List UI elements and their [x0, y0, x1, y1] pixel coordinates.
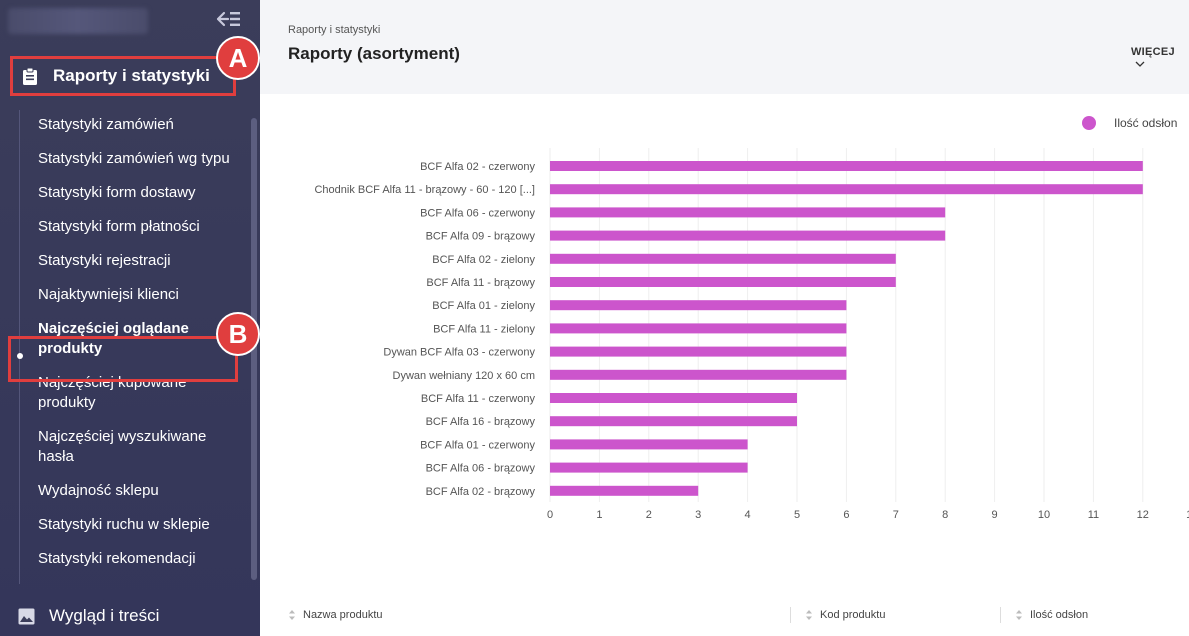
category-label: Dywan BCF Alfa 03 - czerwony — [383, 347, 535, 359]
bar[interactable] — [550, 439, 748, 450]
category-label: BCF Alfa 16 - brązowy — [426, 416, 536, 428]
bar-chart: 012345678910111213BCF Alfa 02 - czerwony… — [314, 148, 1189, 521]
category-label: BCF Alfa 06 - brązowy — [426, 463, 536, 475]
sidebar-item-most-bought-products[interactable]: Najczęściej kupowane produkty — [38, 374, 187, 411]
x-tick-label: 4 — [745, 509, 751, 521]
page-header: Raporty i statystyki Raporty (asortyment… — [260, 0, 1189, 94]
sidebar-item-traffic-stats[interactable]: Statystyki ruchu w sklepie — [38, 516, 210, 533]
column-header-product-name[interactable]: Nazwa produktu — [288, 609, 383, 621]
x-tick-label: 5 — [794, 509, 800, 521]
category-label: BCF Alfa 06 - czerwony — [420, 207, 535, 219]
column-divider — [1000, 607, 1001, 623]
x-tick-label: 12 — [1137, 509, 1149, 521]
column-header-views[interactable]: Ilość odsłon — [1015, 609, 1088, 621]
column-header-label: Nazwa produktu — [303, 609, 383, 621]
sidebar-item-recommendation-stats[interactable]: Statystyki rekomendacji — [38, 550, 196, 567]
sidebar-item-most-active-clients[interactable]: Najaktywniejsi klienci — [38, 286, 179, 303]
collapse-sidebar-icon[interactable] — [216, 8, 242, 30]
sidebar-section-reports[interactable]: Raporty i statystyki — [10, 56, 236, 96]
category-label: BCF Alfa 02 - brązowy — [426, 486, 536, 498]
category-label: BCF Alfa 01 - czerwony — [420, 439, 535, 451]
sidebar-section-appearance-label: Wygląd i treści — [49, 606, 160, 625]
sort-icon — [289, 610, 295, 620]
sidebar-item-most-searched-phrases[interactable]: Najczęściej wyszukiwane hasła — [38, 428, 207, 465]
bar[interactable] — [550, 277, 896, 287]
x-tick-label: 6 — [843, 509, 849, 521]
category-label: BCF Alfa 09 - brązowy — [426, 231, 536, 243]
x-tick-label: 13 — [1186, 509, 1189, 521]
sidebar: Raporty i statystyki Statystyki zamówień… — [0, 0, 260, 636]
category-label: BCF Alfa 02 - czerwony — [420, 161, 535, 173]
report-content: Ilość odsłon 012345678910111213BCF Alfa … — [260, 94, 1189, 636]
category-label: BCF Alfa 11 - czerwony — [421, 393, 536, 405]
sidebar-section-appearance[interactable]: Wygląd i treści — [18, 606, 159, 626]
callout-marker-b: B — [216, 312, 260, 356]
more-button[interactable]: WIĘCEJ — [1131, 46, 1189, 70]
more-button-label: WIĘCEJ — [1131, 46, 1175, 58]
x-tick-label: 2 — [646, 509, 652, 521]
sidebar-item-delivery-stats[interactable]: Statystyki form dostawy — [38, 184, 196, 201]
sort-icon — [806, 610, 812, 620]
nav-guide-line — [19, 110, 20, 584]
column-header-product-code[interactable]: Kod produktu — [805, 609, 885, 621]
sidebar-item-order-stats-by-type[interactable]: Statystyki zamówień wg typu — [38, 150, 230, 167]
x-tick-label: 0 — [547, 509, 553, 521]
bar[interactable] — [550, 393, 797, 403]
bar[interactable] — [550, 230, 946, 241]
bar[interactable] — [550, 184, 1143, 195]
chevron-down-icon — [1135, 61, 1145, 67]
table-header: Nazwa produktu Kod produktu Ilość odsłon — [260, 601, 1189, 631]
column-divider — [790, 607, 791, 623]
page-title: Raporty (asortyment) — [288, 44, 460, 63]
bar[interactable] — [550, 485, 699, 496]
sidebar-item-order-stats[interactable]: Statystyki zamówień — [38, 116, 174, 133]
sidebar-item-most-viewed-products[interactable]: Najczęściej oglądane produkty — [38, 320, 189, 357]
bar[interactable] — [550, 369, 847, 380]
category-label: BCF Alfa 01 - zielony — [432, 300, 535, 312]
sidebar-nav: Statystyki zamówień Statystyki zamówień … — [38, 108, 238, 576]
x-tick-label: 9 — [992, 509, 998, 521]
clipboard-icon — [21, 67, 39, 85]
bar[interactable] — [550, 346, 847, 357]
x-tick-label: 11 — [1088, 509, 1099, 521]
image-icon — [18, 608, 35, 625]
legend-label: Ilość odsłon — [1114, 116, 1178, 130]
category-label: Dywan wełniany 120 x 60 cm — [393, 370, 535, 382]
bar[interactable] — [550, 253, 896, 264]
sidebar-item-shop-performance[interactable]: Wydajność sklepu — [38, 482, 159, 499]
sort-icon — [1016, 610, 1022, 620]
category-label: BCF Alfa 02 - zielony — [432, 254, 535, 266]
logo — [8, 8, 148, 34]
bar[interactable] — [550, 462, 748, 473]
bar[interactable] — [550, 416, 797, 427]
x-tick-label: 7 — [893, 509, 899, 521]
x-tick-label: 1 — [596, 509, 602, 521]
bar[interactable] — [550, 207, 946, 218]
sidebar-item-payment-stats[interactable]: Statystyki form płatności — [38, 218, 200, 235]
legend-color-dot — [1082, 116, 1096, 130]
category-label: BCF Alfa 11 - zielony — [433, 323, 535, 335]
breadcrumb[interactable]: Raporty i statystyki — [288, 24, 381, 36]
bar[interactable] — [550, 161, 1143, 171]
sidebar-item-registration-stats[interactable]: Statystyki rejestracji — [38, 252, 171, 269]
sidebar-section-label: Raporty i statystyki — [53, 66, 210, 85]
bar[interactable] — [550, 300, 847, 311]
callout-marker-a: A — [216, 36, 260, 80]
x-tick-label: 10 — [1038, 509, 1050, 521]
chart-legend[interactable]: Ilość odsłon — [1082, 116, 1177, 130]
x-tick-label: 8 — [942, 509, 948, 521]
column-header-label: Ilość odsłon — [1030, 609, 1089, 621]
column-header-label: Kod produktu — [820, 609, 886, 621]
x-tick-label: 3 — [695, 509, 701, 521]
active-item-dot — [17, 353, 23, 359]
category-label: BCF Alfa 11 - brązowy — [426, 277, 535, 289]
category-label: Chodnik BCF Alfa 11 - brązowy - 60 - 120… — [314, 184, 535, 196]
bar[interactable] — [550, 323, 847, 334]
